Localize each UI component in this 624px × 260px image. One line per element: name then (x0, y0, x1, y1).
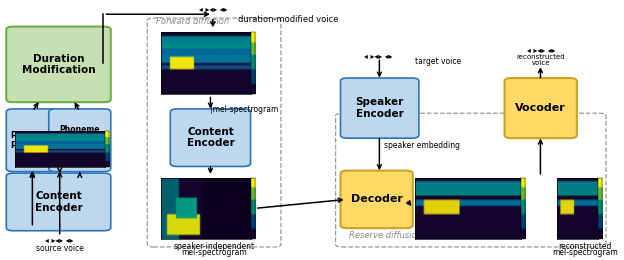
Text: Speaker
Encoder: Speaker Encoder (356, 97, 404, 119)
Text: Content
Encoder: Content Encoder (35, 191, 82, 213)
Text: Phoneme
Duration
Predictor: Phoneme Duration Predictor (59, 125, 100, 155)
FancyBboxPatch shape (341, 78, 419, 138)
Text: duration-modified voice: duration-modified voice (238, 15, 339, 24)
Text: ◂ ▸◂▸ ◂▸: ◂ ▸◂▸ ◂▸ (364, 52, 392, 61)
Text: Forward diffusion: Forward diffusion (157, 17, 230, 26)
Text: Reserve diffusion: Reserve diffusion (349, 231, 422, 240)
Text: ◂ ▸◂▸ ◂▸: ◂ ▸◂▸ ◂▸ (198, 5, 227, 14)
Text: voice: voice (532, 60, 550, 66)
Text: reconstructed: reconstructed (517, 54, 565, 60)
Text: Duration
Modification: Duration Modification (22, 54, 95, 75)
Text: ◂ ▸◂▸ ◂▸: ◂ ▸◂▸ ◂▸ (46, 236, 74, 245)
Text: source voice: source voice (36, 244, 84, 253)
Text: target voice: target voice (414, 57, 461, 66)
Text: reconstructed: reconstructed (558, 242, 612, 251)
Text: Phoneme
Predictor: Phoneme Predictor (11, 131, 55, 150)
Text: Content
Encoder: Content Encoder (187, 127, 234, 148)
Text: speaker embedding: speaker embedding (384, 141, 461, 150)
FancyBboxPatch shape (6, 173, 111, 231)
FancyBboxPatch shape (49, 109, 111, 172)
Text: Vocoder: Vocoder (515, 103, 566, 113)
Text: ◂ ▸◂▸ ◂▸: ◂ ▸◂▸ ◂▸ (527, 46, 555, 55)
FancyBboxPatch shape (505, 78, 577, 138)
Text: Decoder: Decoder (351, 194, 402, 204)
Text: speaker-independent: speaker-independent (173, 242, 255, 251)
Text: |mel-spectrogram: |mel-spectrogram (210, 105, 279, 114)
FancyBboxPatch shape (6, 27, 111, 102)
FancyBboxPatch shape (6, 109, 59, 172)
Text: mel-spectrogram: mel-spectrogram (181, 248, 247, 257)
Text: mel-spectrogram: mel-spectrogram (552, 248, 618, 257)
FancyBboxPatch shape (170, 109, 251, 166)
FancyBboxPatch shape (341, 171, 413, 228)
